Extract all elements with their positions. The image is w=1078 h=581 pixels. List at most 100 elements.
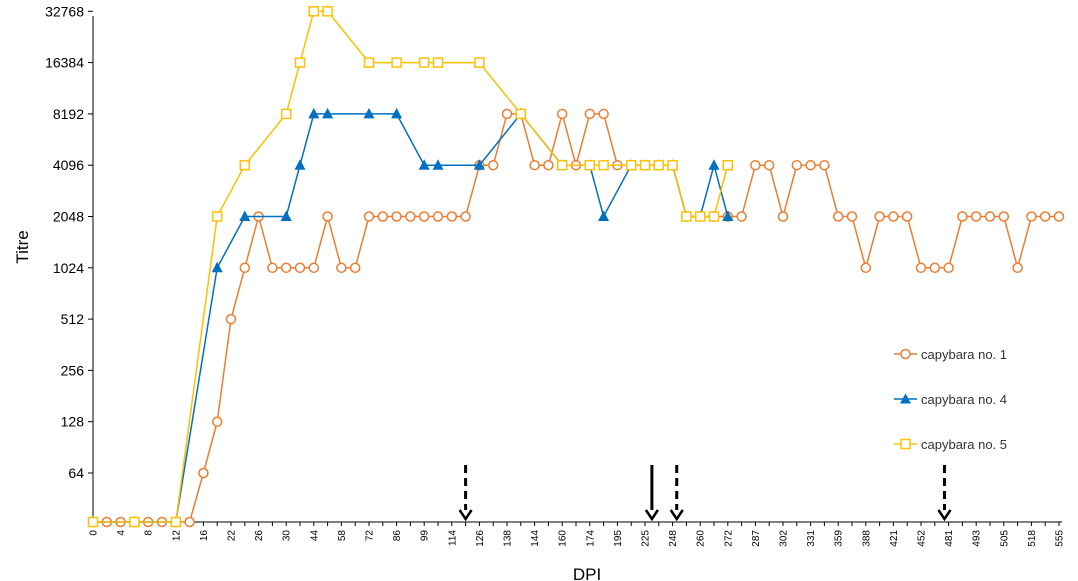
- arrow-dashed: [669, 465, 684, 522]
- y-axis-label: Titre: [13, 230, 32, 263]
- legend-item-capybara-5: capybara no. 5: [894, 437, 1007, 452]
- data-point: [901, 211, 913, 222]
- data-point: [418, 159, 430, 170]
- x-tick-label: 0: [89, 530, 100, 536]
- data-point: [529, 159, 540, 171]
- x-tick-label: 174: [585, 530, 596, 547]
- data-point: [598, 159, 609, 171]
- data-point: [391, 211, 402, 222]
- x-tick-label: 8: [144, 530, 155, 536]
- data-point: [750, 159, 761, 171]
- data-point: [984, 211, 996, 222]
- arrow-solid: [644, 465, 659, 522]
- data-point: [294, 262, 306, 274]
- data-point: [322, 211, 333, 222]
- data-point: [763, 159, 775, 171]
- data-point: [1053, 211, 1065, 222]
- data-point: [998, 211, 1010, 222]
- x-tick-label: 99: [420, 530, 431, 542]
- data-point: [805, 159, 816, 171]
- data-point: [584, 108, 596, 120]
- x-axis-label: DPI: [573, 565, 601, 581]
- data-point: [1026, 211, 1037, 222]
- x-tick-label: 22: [227, 530, 238, 542]
- x-tick-label: 287: [751, 530, 762, 547]
- x-tick-label: 555: [1055, 530, 1066, 547]
- x-tick-label: 493: [972, 530, 983, 547]
- data-point: [501, 108, 513, 120]
- data-point: [915, 262, 927, 274]
- data-point: [377, 211, 389, 222]
- data-point: [1039, 211, 1051, 222]
- data-point: [239, 262, 251, 274]
- series-capybara-no-1: [87, 108, 1065, 528]
- data-point: [267, 262, 278, 274]
- data-point: [487, 159, 499, 171]
- x-tick-label: 58: [337, 530, 348, 542]
- arrow-head: [669, 509, 684, 522]
- data-point: [308, 107, 320, 119]
- x-tick-label: 421: [889, 530, 900, 547]
- data-point: [832, 211, 844, 222]
- x-tick-label: 16: [199, 530, 210, 542]
- legend-item-capybara-1: capybara no. 1: [894, 347, 1007, 362]
- data-point: [294, 159, 306, 170]
- data-point: [639, 159, 651, 171]
- y-axis-title: Titre: [13, 230, 32, 263]
- legend-marker-triangle: [900, 393, 911, 404]
- x-tick-label: 26: [254, 530, 265, 542]
- data-point: [722, 159, 734, 171]
- x-tick-label: 518: [1027, 530, 1038, 547]
- data-point: [211, 211, 223, 222]
- arrow-head: [937, 509, 952, 522]
- arrow-dashed: [937, 465, 952, 522]
- x-tick-label: 4: [116, 530, 127, 536]
- data-point: [432, 159, 444, 170]
- data-point: [970, 211, 982, 222]
- data-point: [722, 210, 734, 221]
- legend-marker-square: [900, 438, 911, 450]
- data-point: [874, 211, 885, 222]
- x-tick-label: 30: [282, 530, 293, 542]
- y-axis: 64 128 256 512 1024 2048 4096 8192 16384 32768: [45, 3, 94, 522]
- legend-label: capybara no. 1: [921, 347, 1007, 362]
- data-point: [170, 516, 182, 528]
- data-point: [280, 210, 292, 221]
- y-tick-label: 512: [61, 311, 85, 327]
- data-point: [736, 211, 747, 222]
- data-point: [391, 107, 403, 119]
- x-tick-label: 72: [365, 530, 376, 542]
- data-point: [681, 211, 692, 222]
- x-tick-label: 225: [641, 530, 652, 547]
- data-point: [184, 516, 195, 528]
- data-point: [584, 159, 596, 171]
- x-tick-label: 12: [171, 530, 182, 542]
- x-tick-label: 114: [447, 530, 458, 546]
- data-point: [308, 262, 320, 274]
- x-tick-label: 160: [558, 530, 569, 547]
- legend-label: capybara no. 5: [921, 437, 1007, 452]
- y-tick-label: 128: [61, 414, 85, 430]
- series-line: [93, 111, 1059, 523]
- y-tick-label: 1024: [53, 260, 84, 276]
- x-tick-label: 331: [806, 530, 817, 547]
- data-point: [363, 107, 375, 119]
- series-capybara-no-5: [87, 6, 734, 528]
- arrow-head: [644, 509, 659, 522]
- legend-marker-circle: [900, 348, 911, 360]
- data-point: [294, 57, 306, 68]
- x-tick-label: 359: [834, 530, 845, 547]
- data-point: [446, 211, 458, 222]
- data-point: [211, 416, 223, 427]
- data-point: [418, 57, 430, 68]
- data-point: [473, 159, 485, 170]
- arrow-head: [458, 509, 473, 522]
- data-point: [460, 211, 471, 222]
- x-tick-label: 260: [696, 530, 707, 547]
- data-point: [543, 159, 554, 171]
- data-point: [349, 262, 361, 274]
- data-point: [363, 57, 375, 68]
- data-point: [888, 211, 899, 222]
- data-point: [929, 262, 941, 274]
